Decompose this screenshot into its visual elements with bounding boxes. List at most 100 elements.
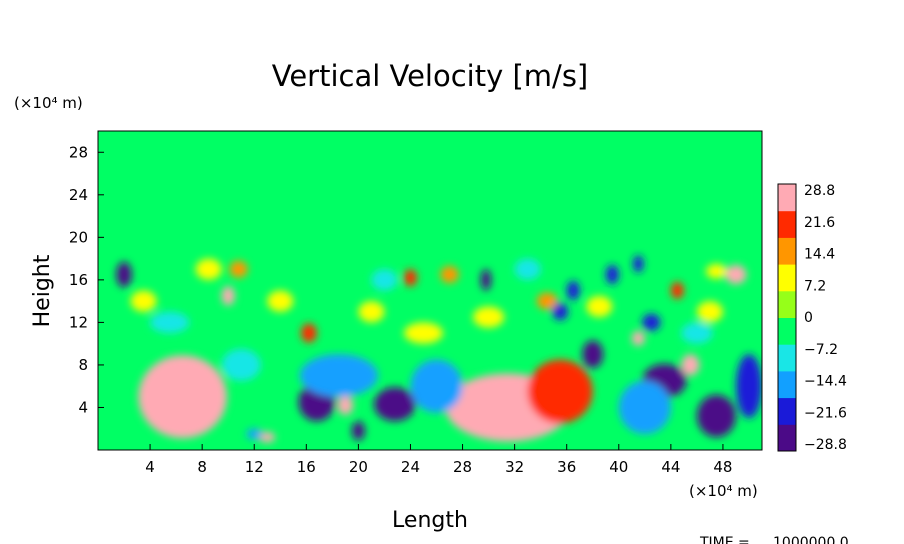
velocity-cell-18	[116, 261, 132, 288]
colorbar-swatch-4	[778, 317, 796, 345]
colorbar-frame	[777, 183, 797, 452]
colorbar-label-6: −14.4	[804, 374, 847, 390]
velocity-cell-26	[566, 280, 580, 301]
velocity-cell-38	[514, 258, 541, 280]
velocity-cell-13	[631, 330, 645, 346]
velocity-cell-36	[150, 311, 190, 334]
velocity-cell-20	[374, 387, 416, 422]
velocity-cell-12	[536, 292, 558, 310]
velocity-cell-35	[221, 348, 261, 381]
chart-title: Vertical Velocity [m/s]	[272, 59, 589, 93]
x-tick-label-12: 12	[245, 458, 264, 476]
colorbar-swatch-0	[778, 424, 796, 452]
velocity-cell-47	[130, 290, 157, 312]
velocity-cell-1	[150, 357, 223, 426]
velocity-cell-15	[725, 264, 747, 285]
y-tick-label-16: 16	[69, 271, 88, 289]
velocity-cell-39	[681, 322, 713, 344]
velocity-cell-16	[670, 281, 684, 300]
velocity-cell-46	[358, 301, 385, 323]
x-tick-label-16: 16	[297, 458, 316, 476]
colorbar-swatch-6	[778, 264, 796, 292]
colorbar: 28.8 21.6 14.4 7.2 0 −7.2 −14.4 −21.6 −28.8	[777, 183, 847, 453]
plot-frame	[97, 130, 763, 451]
y-tick-label-28: 28	[69, 143, 88, 161]
x-tick-label-32: 32	[505, 458, 524, 476]
y-axis-label: Height	[30, 254, 55, 327]
colorbar-swatch-8	[778, 210, 796, 238]
colorbar-swatch-2	[778, 370, 796, 399]
x-axis-label: Length	[392, 508, 468, 533]
velocity-cell-17	[706, 263, 727, 279]
velocity-cell-45	[195, 258, 222, 280]
velocity-cell-14	[681, 354, 700, 376]
colorbar-labels: 28.8 21.6 14.4 7.2 0 −7.2 −14.4 −21.6 −28.8	[804, 183, 847, 453]
x-tick-label-24: 24	[401, 458, 420, 476]
velocity-cell-10	[403, 269, 417, 287]
velocity-cell-29	[642, 313, 661, 331]
velocity-cell-7	[221, 286, 235, 306]
x-axis-ticks: 4 8 12 16 20 24 28 32 36 40 44 48	[145, 444, 732, 476]
velocity-cell-41	[403, 322, 444, 344]
velocity-cell-22	[582, 340, 604, 369]
velocity-cell-25	[480, 269, 492, 291]
velocity-cell-48	[696, 301, 723, 323]
velocity-cell-43	[267, 290, 294, 312]
velocity-cell-11	[440, 266, 459, 284]
colorbar-swatch-1	[778, 397, 796, 425]
colorbar-label-4: 0	[804, 310, 813, 326]
velocity-cell-9	[301, 323, 317, 343]
x-tick-label-48: 48	[713, 458, 732, 476]
x-tick-label-40: 40	[609, 458, 628, 476]
y-axis-unit: (×10⁴ m)	[14, 94, 83, 112]
plot-area	[97, 130, 763, 451]
colorbar-label-8: −28.8	[804, 437, 847, 453]
y-tick-label-12: 12	[69, 313, 88, 331]
velocity-cell-28	[633, 255, 644, 273]
y-tick-label-20: 20	[69, 228, 88, 246]
y-tick-label-4: 4	[78, 398, 88, 416]
velocity-cell-34	[618, 380, 671, 435]
colorbar-label-2: 14.4	[804, 247, 835, 263]
y-axis-ticks: 4 8 12 16 20 24 28	[69, 143, 104, 416]
time-label: TIME =	[699, 535, 750, 544]
velocity-field	[116, 255, 762, 443]
velocity-cell-33	[410, 359, 463, 413]
colorbar-swatches	[778, 184, 796, 452]
colorbar-label-3: 7.2	[804, 278, 826, 294]
colorbar-label-1: 21.6	[804, 215, 835, 231]
x-tick-label-20: 20	[349, 458, 368, 476]
colorbar-swatch-7	[778, 237, 796, 265]
x-tick-label-36: 36	[557, 458, 576, 476]
velocity-cell-4	[527, 359, 593, 424]
x-tick-label-44: 44	[661, 458, 680, 476]
colorbar-swatch-5	[778, 290, 796, 318]
velocity-cell-37	[371, 269, 398, 291]
velocity-cell-5	[259, 431, 276, 443]
velocity-cell-3	[469, 393, 535, 437]
velocity-cell-27	[605, 264, 619, 285]
velocity-cell-21	[351, 421, 365, 441]
colorbar-swatch-3	[778, 344, 796, 372]
velocity-cell-32	[299, 354, 378, 397]
velocity-cell-42	[472, 306, 505, 328]
velocity-cell-24	[696, 394, 736, 438]
x-tick-label-4: 4	[145, 458, 155, 476]
colorbar-label-0: 28.8	[804, 183, 835, 199]
velocity-cell-44	[586, 295, 613, 318]
y-tick-label-8: 8	[78, 356, 88, 374]
velocity-cell-30	[552, 303, 569, 321]
velocity-cell-6	[337, 395, 354, 415]
colorbar-label-7: −21.6	[804, 405, 847, 421]
x-tick-label-28: 28	[453, 458, 472, 476]
colorbar-swatch-9	[778, 184, 796, 212]
colorbar-label-5: −7.2	[804, 342, 838, 358]
x-axis-unit: (×10⁴ m)	[689, 482, 758, 500]
velocity-cell-40	[246, 428, 263, 440]
y-tick-label-24: 24	[69, 186, 88, 204]
time-value: 1000000.0	[773, 535, 849, 544]
x-tick-label-8: 8	[197, 458, 207, 476]
velocity-cell-8	[229, 260, 248, 278]
velocity-cell-31	[735, 354, 762, 419]
